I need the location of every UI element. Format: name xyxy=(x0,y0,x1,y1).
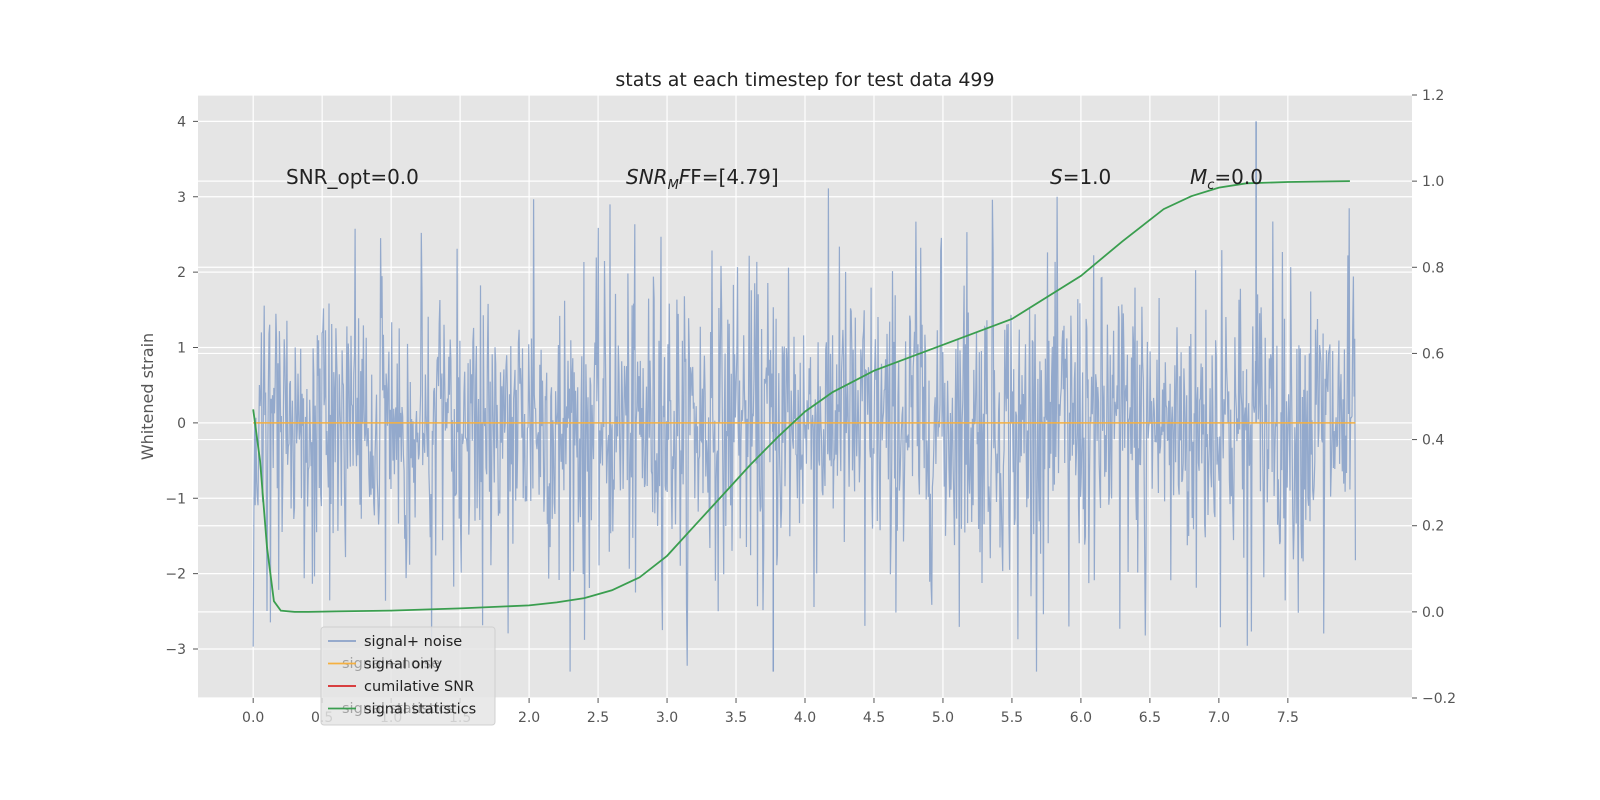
annotation-mc: Mc=0.0 xyxy=(1190,165,1263,193)
y-tick-label: 4 xyxy=(177,114,186,130)
annotation-snr-mf-value: F=[4.79] xyxy=(690,165,778,189)
y2-tick-label: 1.0 xyxy=(1422,174,1444,190)
y-axis-title: Whitened strain xyxy=(138,333,157,460)
x-tick-label: 4.0 xyxy=(794,710,816,726)
annotation-snr-mf-subscript: M xyxy=(668,178,679,193)
x-tick-label: 5.5 xyxy=(1001,710,1023,726)
x-tick-label: 5.0 xyxy=(932,710,954,726)
annotation-snr-opt: SNR_opt=0.0 xyxy=(286,165,419,189)
legend: signal+ noise signal statistics signal+ … xyxy=(320,626,496,726)
annotation-snr-mf-f: F xyxy=(679,165,691,189)
y-tick-label: 2 xyxy=(177,265,186,281)
y-tick-label: 1 xyxy=(177,341,186,357)
legend-label: cumilative SNR xyxy=(364,679,474,695)
legend-label: signal+ noise xyxy=(364,634,462,650)
x-tick-label: 4.5 xyxy=(863,710,885,726)
x-tick-label: 6.5 xyxy=(1139,710,1161,726)
y-tick-label: −3 xyxy=(165,642,186,658)
x-tick-label: 3.5 xyxy=(725,710,747,726)
series-signal-statistics xyxy=(252,180,1350,613)
y-tick-label: −1 xyxy=(165,491,186,507)
y2-tick-label: 0.0 xyxy=(1422,605,1444,621)
y2-tick-label: −0.2 xyxy=(1422,691,1456,707)
y2-tick-label: 0.2 xyxy=(1422,519,1444,535)
y-tick-label: 3 xyxy=(177,190,186,206)
x-tick-label: 0.0 xyxy=(242,710,264,726)
annotation-snr-mf-base: SNR xyxy=(626,165,668,189)
series-layer xyxy=(252,121,1356,672)
legend-label: signal only xyxy=(364,657,443,673)
y2-tick-label: 0.8 xyxy=(1422,260,1444,276)
y-tick-label: 0 xyxy=(177,416,186,432)
annotation-s-letter: S xyxy=(1050,165,1063,189)
legend-ghost-text-1: signal+ noise xyxy=(342,656,440,672)
x-tick-label: 3.0 xyxy=(656,710,678,726)
x-tick-label: 7.0 xyxy=(1208,710,1230,726)
annotation-snr-mf: SNRMFF=[4.79] xyxy=(626,165,779,193)
y2-tick-label: 1.2 xyxy=(1422,88,1444,104)
x-tick-label: 6.0 xyxy=(1070,710,1092,726)
y-tick-label: −2 xyxy=(165,567,186,583)
annotation-s: S=1.0 xyxy=(1050,165,1111,189)
annotation-mc-value: =0.0 xyxy=(1214,165,1263,189)
series-signal-plus-noise xyxy=(252,188,1356,672)
x-tick-label: 2.5 xyxy=(587,710,609,726)
legend-label: signal statistics xyxy=(364,702,476,718)
legend-box xyxy=(320,626,496,726)
legend-ghost-text-2: signal statistics xyxy=(342,701,454,717)
chart-title: stats at each timestep for test data 499 xyxy=(615,69,994,91)
annotation-mc-letter: M xyxy=(1190,165,1207,189)
annotation-mc-subscript: c xyxy=(1207,178,1214,193)
x-tick-label: 2.0 xyxy=(518,710,540,726)
x-tick-label: 7.5 xyxy=(1277,710,1299,726)
y2-tick-label: 0.4 xyxy=(1422,433,1444,449)
annotation-s-value: =1.0 xyxy=(1063,165,1112,189)
y2-tick-label: 0.6 xyxy=(1422,346,1444,362)
